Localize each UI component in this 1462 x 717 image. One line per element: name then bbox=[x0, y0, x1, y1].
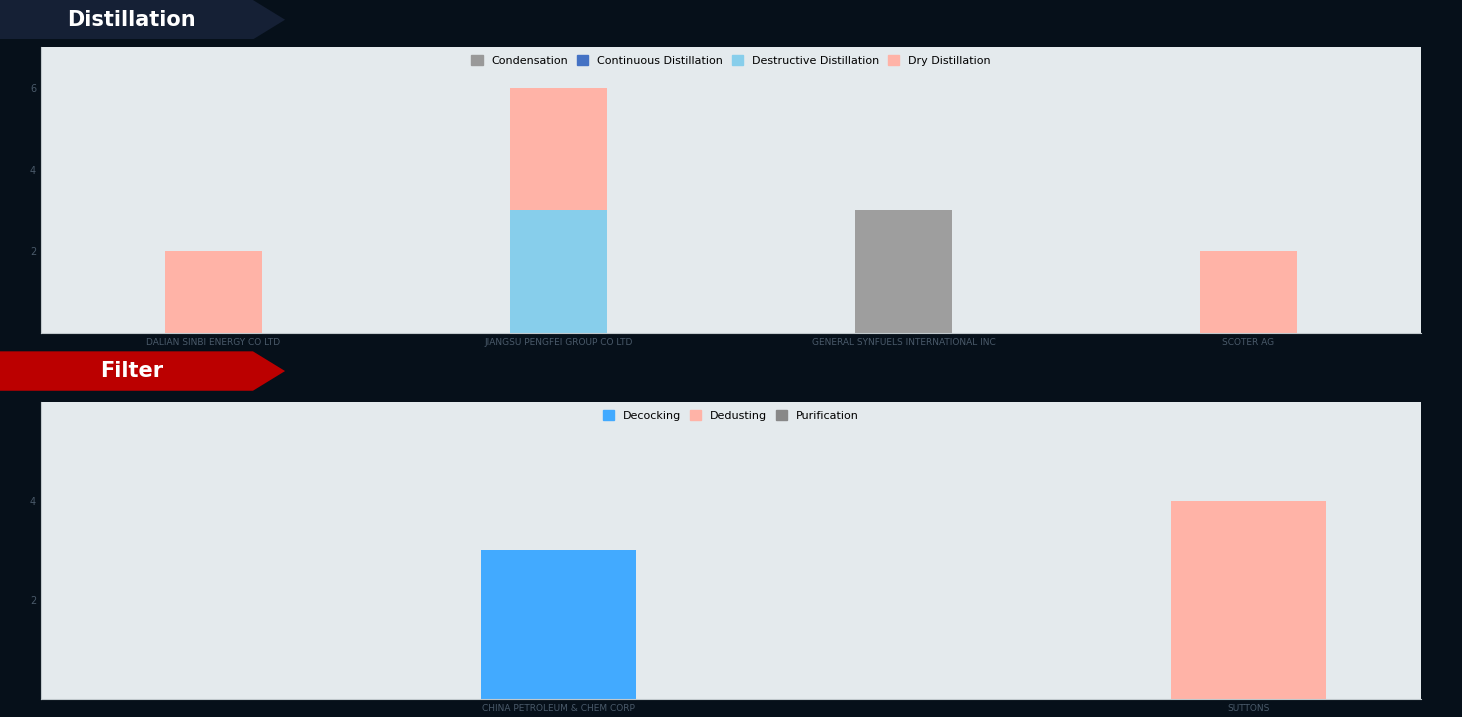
Text: Distillation: Distillation bbox=[67, 10, 196, 29]
Legend: Condensation, Continuous Distillation, Destructive Distillation, Dry Distillatio: Condensation, Continuous Distillation, D… bbox=[468, 52, 994, 70]
Bar bbox=[510, 211, 607, 333]
Bar bbox=[855, 211, 952, 333]
Bar bbox=[1171, 500, 1326, 699]
Text: Filter: Filter bbox=[99, 361, 164, 381]
Bar bbox=[510, 87, 607, 211]
Polygon shape bbox=[0, 351, 285, 391]
Bar bbox=[481, 551, 636, 699]
Legend: Decocking, Dedusting, Purification: Decocking, Dedusting, Purification bbox=[599, 407, 863, 424]
Polygon shape bbox=[0, 0, 285, 39]
Bar bbox=[165, 252, 262, 333]
Bar bbox=[1200, 252, 1297, 333]
